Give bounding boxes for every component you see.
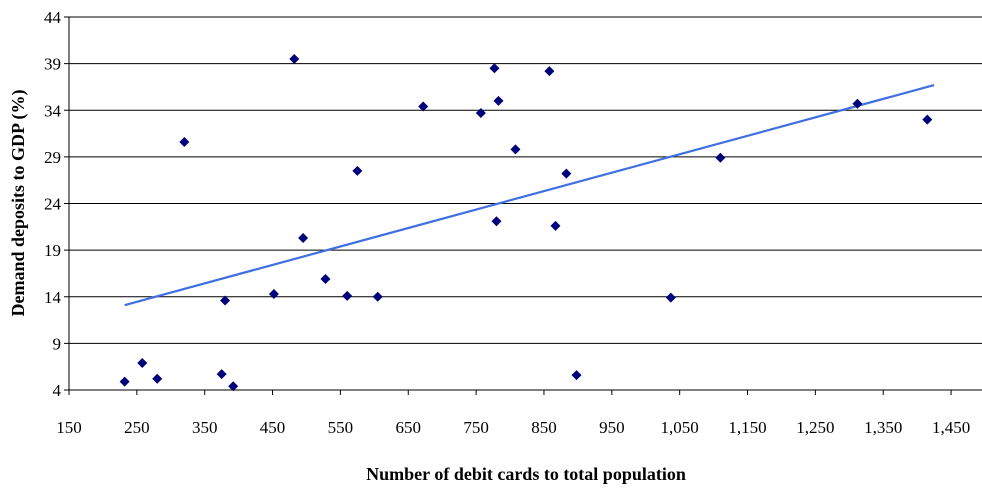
x-tick-label: 250 (124, 418, 150, 437)
data-points (119, 53, 933, 392)
data-point (489, 63, 500, 74)
data-point (510, 144, 521, 155)
data-point (665, 292, 676, 303)
data-point (550, 220, 561, 231)
y-tick-label: 29 (44, 148, 61, 167)
data-point (152, 373, 163, 384)
x-tick-label: 650 (396, 418, 422, 437)
trendline-layer (124, 84, 935, 307)
x-tick-label: 450 (260, 418, 286, 437)
data-point (220, 295, 231, 306)
data-point (571, 370, 582, 381)
data-point (544, 66, 555, 77)
y-tick-label: 44 (44, 8, 62, 27)
data-point (268, 288, 279, 299)
data-point (475, 108, 486, 119)
y-tick-label: 39 (44, 55, 61, 74)
y-tick-label: 4 (53, 381, 62, 400)
x-tick-label: 350 (192, 418, 218, 437)
y-tick-labels: 4 9 14 19 24 29 34 39 44 (44, 8, 62, 400)
x-tick-label: 950 (599, 418, 625, 437)
data-point (418, 101, 429, 112)
data-point (119, 376, 130, 387)
data-point (922, 114, 933, 125)
y-tick-label: 34 (44, 101, 62, 120)
data-point (715, 152, 726, 163)
data-point (491, 216, 502, 227)
data-point (216, 369, 227, 380)
trendline (124, 84, 935, 307)
gridlines (69, 16, 982, 344)
x-tick-label: 150 (56, 418, 82, 437)
x-tick-label: 1,050 (661, 418, 699, 437)
data-point (289, 53, 300, 64)
y-tick-label: 14 (44, 288, 62, 307)
x-tick-label: 750 (463, 418, 489, 437)
x-tick-label: 550 (328, 418, 354, 437)
data-point (228, 381, 239, 392)
data-point (493, 95, 504, 106)
x-tick-label: 1,150 (728, 418, 766, 437)
data-point (852, 98, 863, 109)
data-point (137, 357, 148, 368)
x-tick-label: 1,350 (864, 418, 902, 437)
x-tick-labels: 150 250 350 450 550 650 750 850 950 1,050 1,150 1,2… (56, 418, 970, 437)
x-axis-title: Number of debit cards to total populatio… (366, 464, 686, 484)
y-tick-label: 24 (44, 195, 62, 214)
data-point (342, 290, 353, 301)
x-tick-label: 850 (531, 418, 557, 437)
axes (64, 16, 982, 395)
data-point (298, 233, 309, 244)
data-point (179, 136, 190, 147)
x-tick-label: 1,250 (796, 418, 834, 437)
data-point (372, 291, 383, 302)
y-tick-label: 9 (53, 334, 62, 353)
data-point (561, 168, 572, 179)
x-tick-label: 1,450 (932, 418, 970, 437)
data-point (352, 165, 363, 176)
y-tick-label: 19 (44, 241, 61, 260)
data-point (320, 274, 331, 285)
y-axis-title: Demand deposits to GDP (%) (8, 89, 29, 316)
